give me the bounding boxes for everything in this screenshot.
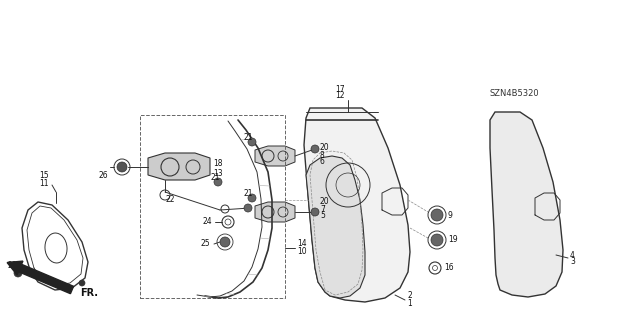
Polygon shape: [255, 146, 295, 166]
Text: 3: 3: [570, 257, 575, 266]
Text: 15: 15: [39, 172, 49, 181]
Circle shape: [311, 208, 319, 216]
Polygon shape: [490, 112, 563, 297]
Circle shape: [244, 204, 252, 212]
Text: 19: 19: [448, 235, 458, 244]
Text: 17: 17: [335, 85, 345, 93]
Text: 25: 25: [200, 240, 210, 249]
Circle shape: [214, 178, 222, 186]
Circle shape: [431, 234, 443, 246]
Text: 7: 7: [320, 204, 325, 213]
Text: 9: 9: [448, 211, 453, 219]
Text: 4: 4: [570, 250, 575, 259]
Text: 24: 24: [202, 218, 212, 226]
Circle shape: [117, 162, 127, 172]
Circle shape: [431, 209, 443, 221]
Polygon shape: [255, 202, 295, 222]
Text: SZN4B5320: SZN4B5320: [490, 88, 540, 98]
Text: 20: 20: [320, 144, 330, 152]
Text: 5: 5: [320, 211, 325, 220]
Text: FR.: FR.: [80, 288, 98, 298]
Text: 26: 26: [99, 170, 108, 180]
Text: 21: 21: [243, 132, 253, 142]
Circle shape: [248, 194, 256, 202]
Text: 10: 10: [297, 248, 307, 256]
Circle shape: [79, 280, 85, 286]
Text: 23: 23: [8, 261, 18, 270]
Text: 6: 6: [320, 158, 325, 167]
Text: 11: 11: [39, 179, 49, 188]
Text: 1: 1: [407, 299, 412, 308]
Text: 14: 14: [297, 240, 307, 249]
Text: 12: 12: [335, 92, 345, 100]
Polygon shape: [306, 156, 365, 298]
Circle shape: [311, 145, 319, 153]
Text: 18: 18: [213, 159, 223, 167]
Text: 8: 8: [320, 151, 324, 160]
Text: 21: 21: [211, 173, 220, 182]
Circle shape: [248, 138, 256, 146]
Text: 2: 2: [407, 292, 412, 300]
Circle shape: [14, 269, 22, 277]
FancyArrow shape: [7, 261, 74, 294]
Polygon shape: [148, 153, 210, 180]
Text: 22: 22: [165, 196, 175, 204]
Text: 16: 16: [444, 263, 454, 272]
Polygon shape: [304, 108, 410, 302]
Circle shape: [220, 237, 230, 247]
Text: 21: 21: [243, 189, 253, 197]
Text: 13: 13: [213, 168, 223, 177]
Text: 20: 20: [320, 197, 330, 206]
